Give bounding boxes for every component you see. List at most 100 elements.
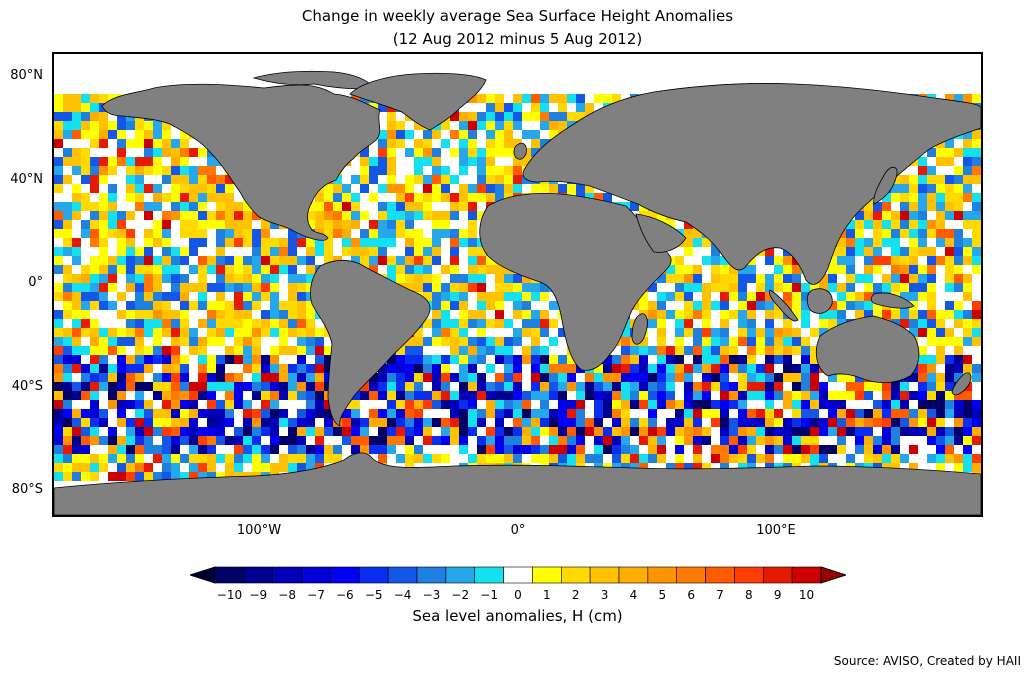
anomaly-cell (945, 238, 954, 247)
colorbar (188, 565, 848, 589)
anomaly-cell (765, 400, 774, 409)
anomaly-cell (207, 220, 216, 229)
anomaly-cell (495, 400, 504, 409)
land-borneo (806, 288, 833, 314)
anomaly-cell (963, 283, 972, 292)
anomaly-cell (63, 130, 72, 139)
anomaly-cell (603, 193, 612, 202)
anomaly-cell (72, 148, 81, 157)
anomaly-cell (306, 274, 315, 283)
anomaly-cell (486, 409, 495, 418)
anomaly-cell (630, 427, 639, 436)
anomaly-cell (468, 382, 477, 391)
anomaly-cell (270, 445, 279, 454)
anomaly-cell (324, 400, 333, 409)
anomaly-cell (414, 337, 423, 346)
anomaly-cell (414, 265, 423, 274)
anomaly-cell (765, 355, 774, 364)
anomaly-cell (378, 436, 387, 445)
anomaly-cell (486, 193, 495, 202)
anomaly-cell (747, 346, 756, 355)
anomaly-cell (810, 373, 819, 382)
anomaly-cell (531, 454, 540, 463)
anomaly-cell (612, 355, 621, 364)
anomaly-cell (900, 265, 909, 274)
anomaly-cell (486, 166, 495, 175)
anomaly-cell (180, 193, 189, 202)
anomaly-cell (504, 184, 513, 193)
anomaly-cell (153, 283, 162, 292)
anomaly-cell (342, 193, 351, 202)
anomaly-cell (747, 337, 756, 346)
anomaly-cell (540, 184, 549, 193)
anomaly-cell (495, 148, 504, 157)
anomaly-cell (351, 436, 360, 445)
anomaly-cell (657, 391, 666, 400)
anomaly-cell (81, 103, 90, 112)
anomaly-cell (936, 445, 945, 454)
anomaly-cell (936, 229, 945, 238)
anomaly-cell (252, 238, 261, 247)
anomaly-cell (324, 256, 333, 265)
anomaly-cell (234, 373, 243, 382)
anomaly-cell (747, 319, 756, 328)
anomaly-cell (792, 274, 801, 283)
anomaly-cell (63, 418, 72, 427)
anomaly-cell (468, 400, 477, 409)
anomaly-cell (936, 409, 945, 418)
anomaly-cell (189, 247, 198, 256)
anomaly-cell (117, 229, 126, 238)
anomaly-cell (315, 211, 324, 220)
anomaly-cell (801, 445, 810, 454)
anomaly-cell (288, 436, 297, 445)
anomaly-cell (504, 148, 513, 157)
anomaly-cell (360, 445, 369, 454)
anomaly-cell (927, 220, 936, 229)
anomaly-cell (684, 274, 693, 283)
anomaly-cell (612, 373, 621, 382)
anomaly-cell (378, 247, 387, 256)
anomaly-cell (702, 283, 711, 292)
anomaly-cell (279, 463, 288, 472)
anomaly-cell (108, 166, 117, 175)
anomaly-cell (945, 355, 954, 364)
anomaly-cell (774, 328, 783, 337)
anomaly-cell (873, 211, 882, 220)
anomaly-cell (153, 382, 162, 391)
anomaly-cell (54, 472, 63, 481)
anomaly-cell (198, 373, 207, 382)
anomaly-cell (117, 391, 126, 400)
anomaly-cell (252, 373, 261, 382)
anomaly-cell (162, 220, 171, 229)
anomaly-cell (405, 175, 414, 184)
anomaly-cell (180, 310, 189, 319)
anomaly-cell (72, 301, 81, 310)
anomaly-cell (72, 283, 81, 292)
anomaly-cell (306, 202, 315, 211)
anomaly-cell (594, 445, 603, 454)
anomaly-cell (513, 427, 522, 436)
anomaly-cell (531, 337, 540, 346)
anomaly-cell (765, 409, 774, 418)
anomaly-cell (504, 373, 513, 382)
anomaly-cell (486, 427, 495, 436)
anomaly-cell (774, 355, 783, 364)
anomaly-cell (414, 418, 423, 427)
anomaly-cell (909, 175, 918, 184)
anomaly-cell (405, 256, 414, 265)
anomaly-cell (846, 229, 855, 238)
anomaly-cell (54, 139, 63, 148)
anomaly-cell (621, 391, 630, 400)
anomaly-cell (333, 445, 342, 454)
anomaly-cell (207, 472, 216, 481)
anomaly-cell (927, 427, 936, 436)
anomaly-cell (387, 148, 396, 157)
anomaly-cell (864, 247, 873, 256)
anomaly-cell (972, 220, 981, 229)
anomaly-cell (855, 229, 864, 238)
anomaly-cell (900, 418, 909, 427)
anomaly-cell (270, 364, 279, 373)
anomaly-cell (459, 445, 468, 454)
anomaly-cell (963, 274, 972, 283)
anomaly-cell (945, 454, 954, 463)
